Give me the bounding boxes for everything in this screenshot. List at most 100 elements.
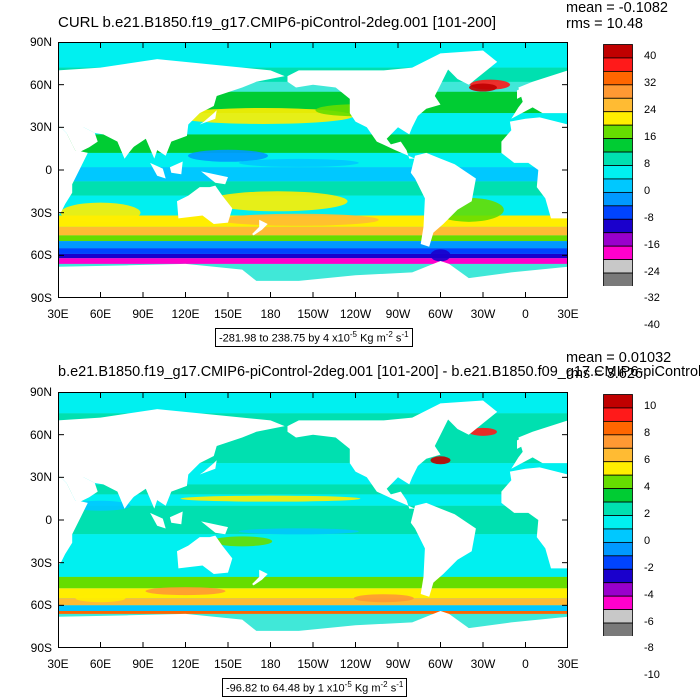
colorbar-label: 10 [644, 400, 657, 413]
lon-tick-label: 90W [385, 307, 411, 321]
lat-tick-label: 60S [30, 598, 52, 613]
land-europe [511, 70, 568, 119]
lon-tick-label: 120E [171, 307, 200, 321]
colorbar-swatch [603, 515, 633, 530]
colorbar-swatch [603, 84, 633, 99]
lon-tick-label: 60W [428, 657, 453, 671]
lon-tick-label: 30E [557, 657, 579, 671]
colorbar-swatch [603, 151, 633, 166]
land-borneo [169, 161, 183, 175]
colorbar-swatch [603, 70, 633, 86]
lon-tick-label: 120W [339, 657, 372, 671]
lat-tick-label: 30S [30, 205, 52, 220]
land-africa-east [58, 474, 88, 569]
land-borneo [169, 511, 183, 525]
range-unit-exp: -2 [385, 330, 393, 339]
land-north-america [287, 53, 455, 159]
colorbar-swatch [603, 501, 633, 516]
lon-tick-label: 0 [522, 657, 529, 671]
lat-tick-label: 30N [29, 120, 52, 135]
lat-tick-label: 60N [29, 427, 52, 442]
lon-tick-label: 60E [89, 657, 112, 671]
land-india [111, 135, 141, 159]
colorbar-swatch [603, 232, 633, 247]
lat-tick-label: 90N [29, 385, 52, 399]
lon-tick-label: 90E [132, 307, 154, 321]
range-unit: Kg m [351, 682, 381, 695]
land-greenland [440, 400, 498, 435]
colorbar-label: -40 [644, 319, 660, 332]
colorbar-swatch [603, 407, 633, 422]
lon-tick-label: 30W [470, 657, 496, 671]
lon-tick-label: 150E [213, 657, 243, 671]
colorbar-swatch [603, 622, 633, 636]
land-arabia [66, 477, 98, 503]
lat-tick-label: 30N [29, 470, 52, 485]
mean-text: mean = 0.01032 [566, 350, 672, 366]
colorbar-swatch [603, 218, 633, 234]
range-s: s [392, 332, 402, 345]
land-japan [199, 460, 217, 475]
land-new-guinea [201, 171, 228, 185]
panel-title: CURL b.e21.B1850.f19_g17.CMIP6-piControl… [58, 14, 497, 31]
colorbar-swatch [603, 272, 633, 286]
lat-tick-label: 90N [29, 35, 52, 49]
panel-curl: CURL b.e21.B1850.f19_g17.CMIP6-piControl… [29, 1, 668, 347]
range-s-exp: -1 [401, 330, 409, 339]
colorbar-swatch [603, 138, 633, 153]
colorbar-swatch [603, 595, 633, 611]
colorbar-swatch [603, 568, 633, 584]
range-text: -96.82 to 64.48 by 1 x10 [226, 682, 345, 695]
difference-map [58, 392, 568, 648]
lon-tick-label: 90E [132, 657, 154, 671]
curl-map [58, 42, 568, 298]
land-japan [199, 110, 217, 125]
colorbar-swatch [603, 434, 633, 449]
colorbar-label: -8 [644, 211, 654, 224]
land-new-zealand [252, 219, 268, 236]
colorbar-label: 24 [644, 104, 657, 117]
colorbar-swatch [603, 111, 633, 126]
colorbar-swatch [603, 178, 633, 193]
lat-tick-label: 30S [30, 555, 52, 570]
colorbar-swatch [603, 124, 633, 140]
colorbar-swatch [603, 205, 633, 220]
land-north-america [287, 403, 455, 509]
lat-tick-label: 90S [30, 291, 52, 305]
colorbar-swatch [603, 582, 633, 597]
lon-tick-label: 180 [260, 307, 281, 321]
land-uk [517, 87, 523, 99]
rms-text: rms = 3.626 [566, 366, 643, 382]
land-sumatra [150, 512, 166, 529]
colorbar-label: 32 [644, 77, 657, 90]
lat-tick-label: 90S [30, 641, 52, 655]
colorbar-label: 0 [644, 184, 651, 197]
colorbar-swatch [603, 461, 633, 476]
range-s-exp: -1 [396, 680, 404, 689]
lon-tick-label: 180 [260, 657, 281, 671]
lon-tick-label: 90W [385, 657, 411, 671]
land-australia [177, 535, 233, 574]
land-africa-west [501, 467, 568, 569]
colorbar-label: 16 [644, 131, 657, 144]
colorbar-label: 0 [644, 534, 651, 547]
range-unit: Kg m [357, 332, 386, 345]
colorbar [603, 394, 633, 636]
colorbar-label: -32 [644, 292, 660, 305]
contour-range-box: -281.98 to 238.75 by 4 x10-5 Kg m-2 s-1 [215, 328, 413, 347]
colorbar-swatch [603, 97, 633, 113]
colorbar-label: -16 [644, 238, 660, 251]
colorbar-swatch [603, 57, 633, 72]
land-eurasia [58, 409, 285, 509]
lat-tick-label: 60S [30, 248, 52, 263]
colorbar-swatch [603, 191, 633, 207]
colorbar-label: -4 [644, 588, 654, 601]
colorbar-swatch [603, 541, 633, 557]
contour-range-box: -96.82 to 64.48 by 1 x10-5 Kg m-2 s-1 [222, 678, 408, 697]
colorbar-label: -10 [644, 669, 660, 682]
colorbar [603, 44, 633, 286]
colorbar-swatch [603, 609, 633, 624]
land-africa-east [58, 124, 88, 219]
range-exp: -5 [349, 330, 358, 339]
land-australia [177, 185, 233, 224]
